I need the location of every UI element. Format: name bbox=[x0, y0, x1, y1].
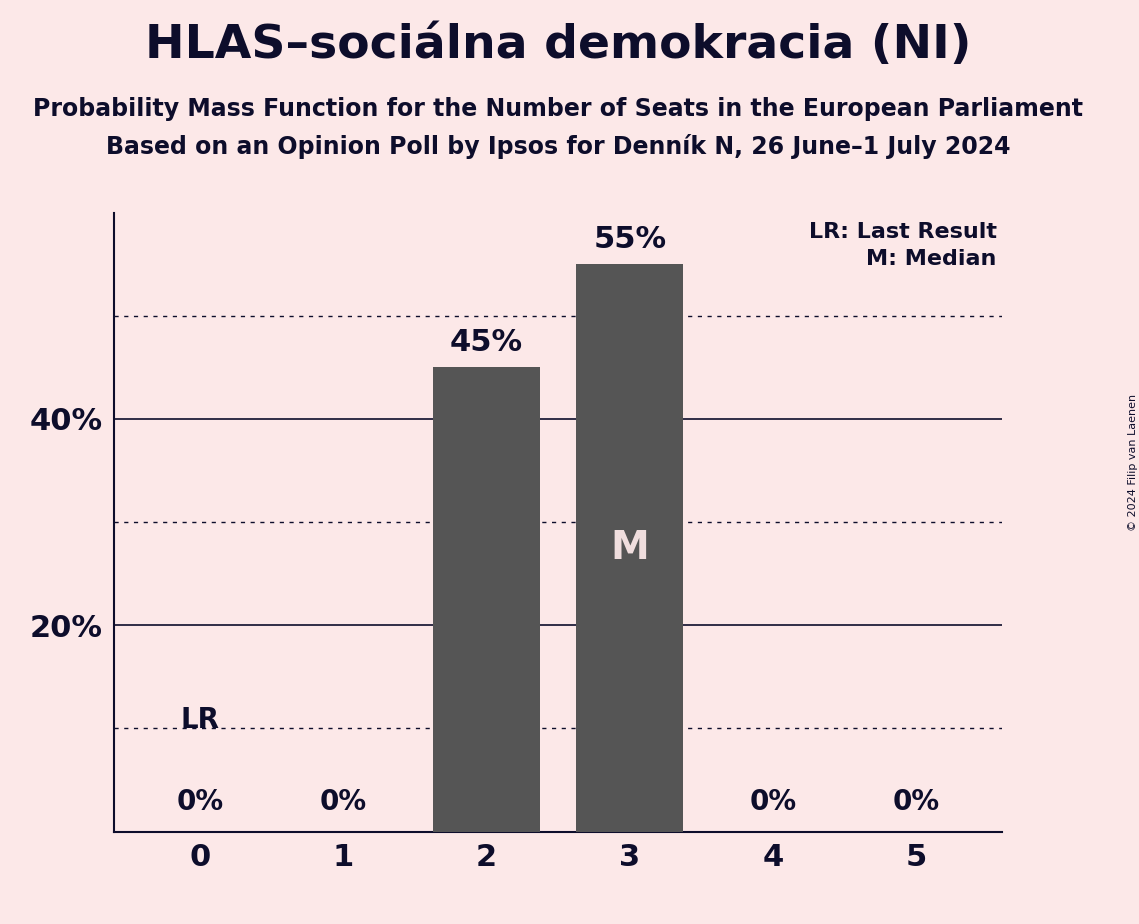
Text: 55%: 55% bbox=[593, 225, 666, 254]
Text: M: M bbox=[611, 529, 649, 566]
Text: 0%: 0% bbox=[749, 788, 796, 816]
Text: M: Median: M: Median bbox=[867, 249, 997, 270]
Text: 0%: 0% bbox=[320, 788, 367, 816]
Text: 45%: 45% bbox=[450, 328, 523, 357]
Text: HLAS–sociálna demokracia (NI): HLAS–sociálna demokracia (NI) bbox=[145, 23, 972, 68]
Text: LR: LR bbox=[180, 706, 220, 734]
Text: Based on an Opinion Poll by Ipsos for Denník N, 26 June–1 July 2024: Based on an Opinion Poll by Ipsos for De… bbox=[106, 134, 1010, 159]
Text: LR: Last Result: LR: Last Result bbox=[809, 222, 997, 242]
Text: 0%: 0% bbox=[177, 788, 223, 816]
Text: © 2024 Filip van Laenen: © 2024 Filip van Laenen bbox=[1129, 394, 1138, 530]
Bar bbox=[576, 264, 683, 832]
Text: Probability Mass Function for the Number of Seats in the European Parliament: Probability Mass Function for the Number… bbox=[33, 97, 1083, 121]
Bar bbox=[433, 367, 540, 832]
Text: 0%: 0% bbox=[893, 788, 940, 816]
